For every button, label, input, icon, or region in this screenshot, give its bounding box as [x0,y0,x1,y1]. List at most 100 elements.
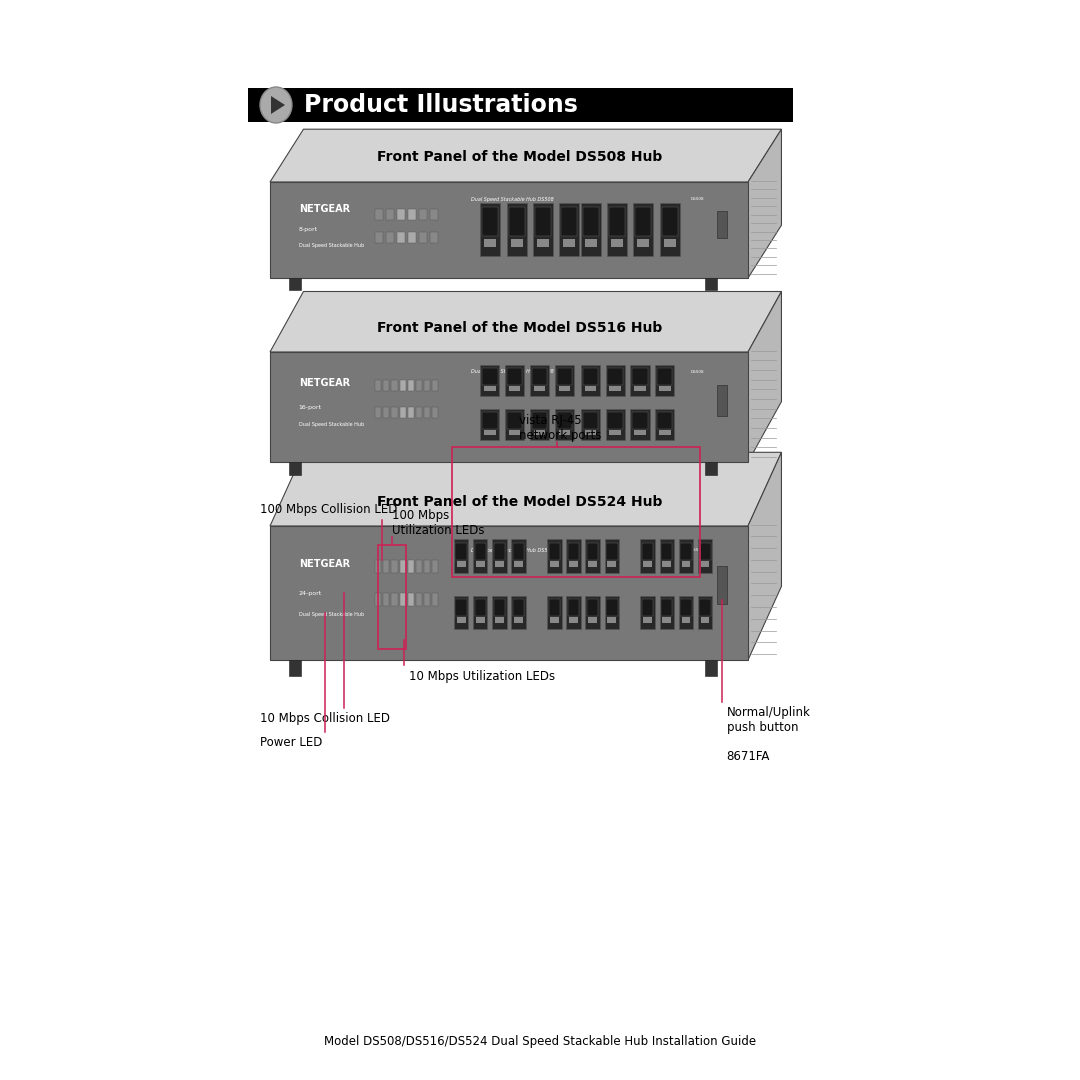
FancyBboxPatch shape [656,365,674,396]
Bar [563,239,576,247]
Bar [484,387,496,391]
Text: Front Panel of the Model DS524 Hub: Front Panel of the Model DS524 Hub [377,495,663,509]
FancyBboxPatch shape [660,539,674,572]
FancyBboxPatch shape [566,596,581,630]
Bar [663,239,676,247]
FancyBboxPatch shape [555,409,573,440]
Text: DS508: DS508 [690,198,704,201]
Text: Dual Speed Stackable Hub: Dual Speed Stackable Hub [299,243,364,248]
FancyBboxPatch shape [509,207,525,237]
Text: 100 Mbps Collision LED: 100 Mbps Collision LED [260,503,397,516]
FancyBboxPatch shape [661,599,673,616]
Bar [550,562,558,567]
FancyBboxPatch shape [699,543,711,559]
FancyBboxPatch shape [483,207,498,237]
FancyBboxPatch shape [586,543,598,559]
FancyBboxPatch shape [699,599,711,616]
Bar [681,562,690,567]
Bar [289,278,301,289]
FancyBboxPatch shape [505,409,524,440]
Polygon shape [748,292,782,462]
Bar [400,593,406,606]
Bar [383,559,390,572]
FancyBboxPatch shape [549,543,561,559]
Bar [717,566,728,604]
Bar [644,618,652,623]
Bar [611,239,623,247]
Bar [550,618,558,623]
Bar [609,387,621,391]
FancyBboxPatch shape [508,411,523,429]
Text: NETGEAR: NETGEAR [299,204,350,214]
FancyBboxPatch shape [607,411,623,429]
Bar [375,379,381,391]
Bar [387,232,394,243]
FancyBboxPatch shape [562,207,577,237]
Bar [270,183,748,278]
Bar [391,379,397,391]
FancyBboxPatch shape [532,367,548,384]
Text: 8671FA: 8671FA [727,750,770,762]
FancyBboxPatch shape [631,365,649,396]
Bar [484,430,496,435]
Bar [430,232,438,243]
Bar [509,430,521,435]
Bar [419,208,428,220]
FancyBboxPatch shape [530,365,549,396]
FancyBboxPatch shape [483,411,498,429]
Bar [419,232,428,243]
FancyBboxPatch shape [513,543,524,559]
FancyBboxPatch shape [582,411,598,429]
Bar [408,232,416,243]
Polygon shape [270,453,782,526]
FancyBboxPatch shape [698,596,712,630]
Bar [270,526,748,660]
FancyBboxPatch shape [635,207,651,237]
Bar [558,387,570,391]
Polygon shape [270,130,782,183]
FancyBboxPatch shape [583,207,598,237]
Text: Dual Speed Stackable Hub: Dual Speed Stackable Hub [299,612,364,617]
Bar [248,87,793,122]
FancyBboxPatch shape [632,367,648,384]
Text: 10 Mbps Utilization LEDs: 10 Mbps Utilization LEDs [409,670,555,683]
FancyBboxPatch shape [508,367,523,384]
FancyBboxPatch shape [605,539,619,572]
Bar [383,407,390,418]
FancyBboxPatch shape [657,367,673,384]
Text: Dual Speed Stackable Hub DS508: Dual Speed Stackable Hub DS508 [471,548,554,553]
FancyBboxPatch shape [582,367,598,384]
Bar [634,387,646,391]
Bar [476,562,485,567]
FancyBboxPatch shape [662,207,677,237]
FancyBboxPatch shape [505,365,524,396]
Polygon shape [271,96,285,114]
Text: 24-port: 24-port [299,591,322,595]
FancyBboxPatch shape [642,599,653,616]
FancyBboxPatch shape [633,203,653,256]
Bar [387,208,394,220]
Bar [451,447,700,577]
FancyBboxPatch shape [548,596,562,630]
Bar [407,559,414,572]
Bar [400,559,406,572]
Text: 100 Mbps
Utilization LEDs: 100 Mbps Utilization LEDs [392,509,485,537]
FancyBboxPatch shape [530,409,549,440]
Bar [391,593,397,606]
Bar [514,618,523,623]
Text: Front Panel of the Model DS516 Hub: Front Panel of the Model DS516 Hub [377,321,663,335]
Bar [607,562,616,567]
FancyBboxPatch shape [555,365,573,396]
Bar [416,559,422,572]
Bar [289,660,301,676]
Bar [391,407,397,418]
FancyBboxPatch shape [454,539,469,572]
FancyBboxPatch shape [494,543,505,559]
FancyBboxPatch shape [483,367,498,384]
FancyBboxPatch shape [680,543,691,559]
Text: 10 Mbps Collision LED: 10 Mbps Collision LED [260,712,390,725]
FancyBboxPatch shape [494,599,505,616]
Bar [484,239,497,247]
Bar [569,562,578,567]
Bar [391,559,397,572]
